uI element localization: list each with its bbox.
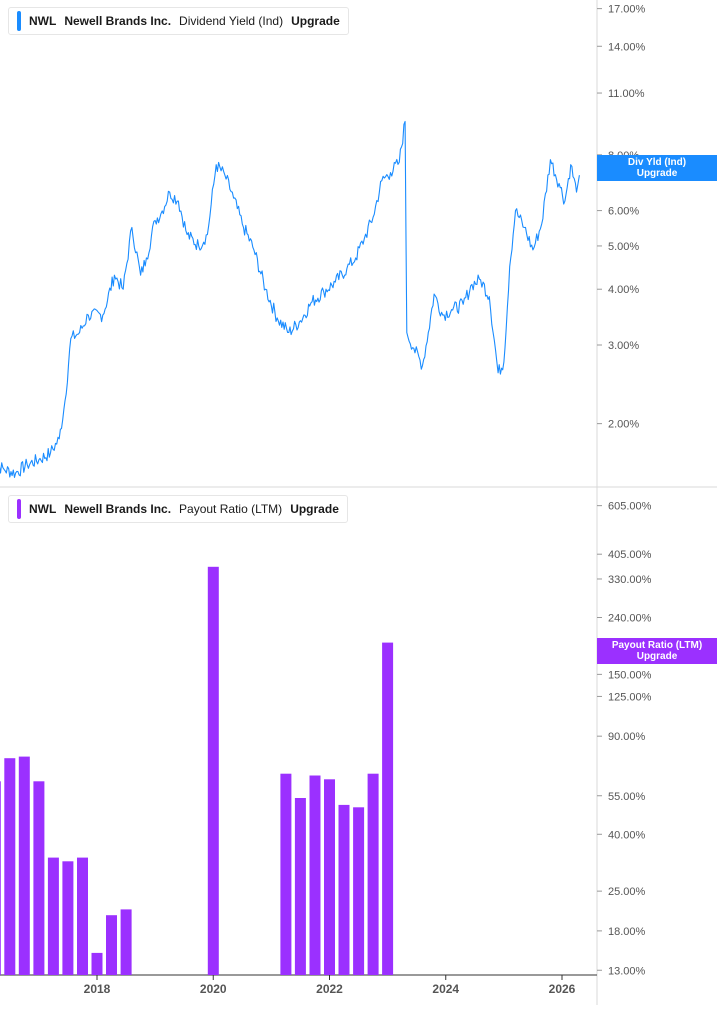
panel1-tag-upgrade[interactable]: Upgrade xyxy=(636,168,678,179)
x-tick-label: 2026 xyxy=(549,982,576,996)
panel2-value-tag[interactable]: Payout Ratio (LTM) Upgrade xyxy=(597,638,717,664)
payout-bar xyxy=(18,756,30,975)
payout-bar xyxy=(91,952,103,975)
payout-bar xyxy=(367,773,379,975)
panel1-legend-company: Newell Brands Inc. xyxy=(64,14,172,28)
payout-bar xyxy=(382,642,394,975)
y2-tick-label: 605.00% xyxy=(608,501,652,513)
panel2-legend-company: Newell Brands Inc. xyxy=(64,502,172,516)
y2-tick-label: 125.00% xyxy=(608,691,652,703)
panel1-upgrade-link[interactable]: Upgrade xyxy=(291,14,340,28)
payout-bar xyxy=(33,781,45,975)
panel1-value-tag[interactable]: Div Yld (Ind) Upgrade xyxy=(597,155,717,181)
payout-bar xyxy=(324,779,335,975)
y2-tick-label: 240.00% xyxy=(608,613,652,625)
y2-tick-label: 13.00% xyxy=(608,965,646,977)
panel2-legend-metric: Payout Ratio (LTM) xyxy=(179,502,283,516)
panel1-legend: NWL Newell Brands Inc. Dividend Yield (I… xyxy=(8,7,349,35)
panel2-legend: NWL Newell Brands Inc. Payout Ratio (LTM… xyxy=(8,495,348,523)
payout-bar xyxy=(106,915,117,975)
x-tick-layer: 2018 2020 2022 2024 2026 xyxy=(84,975,576,996)
x-tick-label: 2024 xyxy=(432,982,459,996)
payout-bar xyxy=(280,773,292,975)
payout-bar xyxy=(62,861,74,975)
y2-tick-label: 25.00% xyxy=(608,886,646,898)
y1-tick-label: 6.00% xyxy=(608,206,639,218)
y2-tick-label: 18.00% xyxy=(608,926,646,938)
panel2-legend-swatch xyxy=(17,499,21,519)
panel1-legend-swatch xyxy=(17,11,21,31)
dividend-yield-line xyxy=(0,120,580,478)
y1-tick-label: 5.00% xyxy=(608,241,639,253)
payout-bar xyxy=(0,781,1,975)
y2-tick-label: 90.00% xyxy=(608,731,646,743)
payout-bar xyxy=(77,857,88,975)
payout-bar xyxy=(294,798,306,975)
payout-bar xyxy=(338,804,350,975)
panel1-legend-ticker: NWL xyxy=(29,14,57,28)
line-layer: 7.00% xyxy=(0,120,580,478)
panel2-tag-upgrade[interactable]: Upgrade xyxy=(636,651,678,662)
x-tick-label: 2022 xyxy=(316,982,343,996)
y1-tick-label: 11.00% xyxy=(608,88,645,100)
bar-layer xyxy=(0,566,394,975)
y1-tick-label: 2.00% xyxy=(608,419,639,431)
panel2-legend-ticker: NWL xyxy=(29,502,57,516)
x-tick-label: 2020 xyxy=(200,982,227,996)
panel1-tag-label: Div Yld (Ind) xyxy=(627,157,687,168)
y-tick-layer: 17.00%14.00%11.00%8.00%6.00%5.00%4.00%3.… xyxy=(597,4,652,977)
y1-tick-label: 17.00% xyxy=(608,4,646,16)
y1-tick-label: 14.00% xyxy=(608,41,646,53)
y2-tick-label: 330.00% xyxy=(608,574,652,586)
y1-tick-label: 3.00% xyxy=(608,340,639,352)
y2-tick-label: 40.00% xyxy=(608,829,646,841)
payout-bar xyxy=(309,775,321,975)
panel2-upgrade-link[interactable]: Upgrade xyxy=(290,502,339,516)
payout-bar xyxy=(4,758,16,975)
panel1-legend-metric: Dividend Yield (Ind) xyxy=(179,14,284,28)
y1-tick-label: 4.00% xyxy=(608,284,639,296)
y2-tick-label: 405.00% xyxy=(608,549,652,561)
y2-tick-label: 55.00% xyxy=(608,791,646,803)
payout-bar xyxy=(353,807,365,975)
x-tick-label: 2018 xyxy=(84,982,111,996)
payout-bar xyxy=(207,566,219,975)
payout-bar xyxy=(47,857,59,975)
payout-bar xyxy=(120,909,132,975)
panel2-tag-label: Payout Ratio (LTM) xyxy=(611,640,703,651)
y2-tick-label: 150.00% xyxy=(608,669,652,681)
